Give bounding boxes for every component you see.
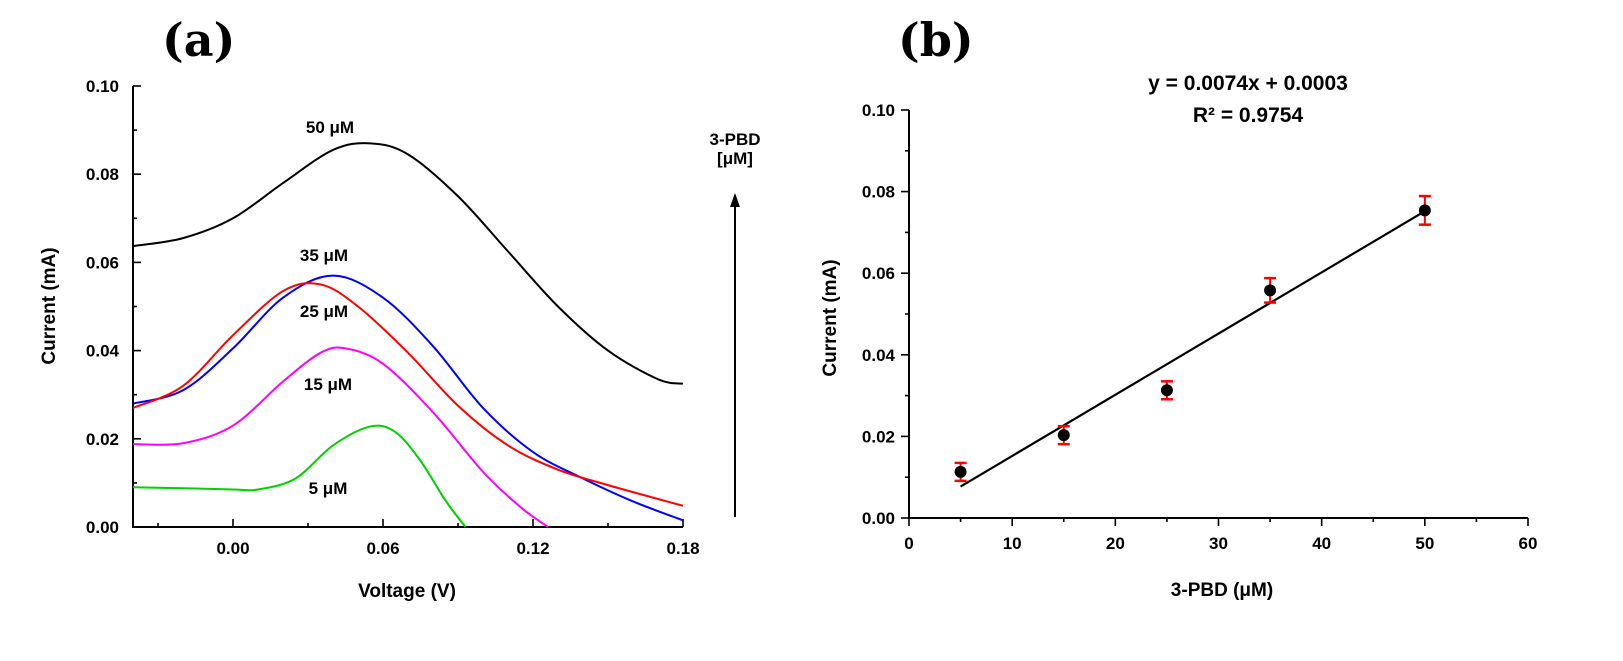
panel-b-x-tick-label: 40 <box>1312 534 1331 553</box>
panel-a-y-tick-label: 0.00 <box>86 518 119 537</box>
panel-b-x-tick-label: 10 <box>1003 534 1022 553</box>
panel-b-y-tick-label: 0.06 <box>862 264 895 283</box>
panel-a-x-axis-title: Voltage (V) <box>358 581 456 602</box>
panel-b-x-tick-label: 60 <box>1519 534 1538 553</box>
arrow-label-line-2: [μM] <box>717 149 753 168</box>
arrow-label-line-1: 3-PBD <box>709 130 760 149</box>
panel-b-y-axis-title: Current (mA) <box>820 259 841 376</box>
series-label-4: 15 μM <box>304 375 352 394</box>
panel-a-y-tick-label: 0.04 <box>86 342 120 361</box>
regression-equation: y = 0.0074x + 0.0003 <box>1148 72 1348 95</box>
series-line-3 <box>132 282 684 507</box>
panel-a-y-axis-title: Current (mA) <box>39 247 60 364</box>
panel-a-series-labels: 50 μM 35 μM 25 μM 15 μM 5 μM <box>300 118 354 498</box>
panel-a-axes <box>132 86 683 528</box>
panel-a-y-tick-label: 0.02 <box>86 430 119 449</box>
panel-b-y-tick-label: 0.00 <box>862 509 895 528</box>
panel-b-y-tick-label: 0.08 <box>862 183 895 202</box>
arrow-head-icon <box>730 193 740 207</box>
concentration-arrow: 3-PBD [μM] <box>709 130 761 517</box>
series-line-4 <box>132 346 549 528</box>
series-line-1 <box>132 142 684 385</box>
series-label-3: 25 μM <box>300 302 348 321</box>
panel-b-fit <box>960 210 1426 488</box>
panel-b-axes <box>908 110 1528 519</box>
series-line-5 <box>132 424 467 528</box>
panel-a-y-tick-label: 0.06 <box>86 253 119 272</box>
panel-b-y-tick-label: 0.04 <box>862 346 896 365</box>
regression-line <box>960 210 1426 488</box>
panel-a-series <box>132 142 684 528</box>
panel-b-y-tick-label: 0.02 <box>862 427 895 446</box>
panel-b-x-tick-label: 30 <box>1209 534 1228 553</box>
panel-b-y-tick-label: 0.10 <box>862 101 895 120</box>
panel-b-x-axis-title: 3-PBD (μM) <box>1171 580 1273 601</box>
panel-b-label: (b) <box>898 13 974 67</box>
data-point <box>1160 384 1173 397</box>
panel-a-x-tick-label: 0.00 <box>216 539 249 558</box>
panel-a-ticks: 0.00 0.02 0.04 0.06 0.08 0.10 0.00 0.06 0.12 0.18 <box>86 77 700 558</box>
panel-a-label: (a) <box>162 13 235 67</box>
panel-a-x-tick-label: 0.18 <box>666 539 699 558</box>
series-label-1: 50 μM <box>306 118 354 137</box>
panel-b: (b) y = 0.0074x + 0.0003 R² = 0.9754 3-P… <box>820 13 1537 601</box>
panel-b-x-tick-label: 0 <box>904 534 913 553</box>
data-point <box>1418 204 1431 217</box>
panel-b-x-tick-label: 20 <box>1106 534 1125 553</box>
panel-a-x-tick-label: 0.06 <box>366 539 399 558</box>
panel-b-x-tick-label: 50 <box>1415 534 1434 553</box>
panel-a: (a) Voltage (V) Current (mA) 0.000.020.0… <box>39 13 761 602</box>
panel-a-x-tick-label: 0.12 <box>516 539 549 558</box>
panel-b-ticks: 0.00 0.02 0.04 0.06 0.08 0.10 0 10 20 30 40 50 60 <box>862 101 1538 553</box>
series-label-2: 35 μM <box>300 246 348 265</box>
panel-a-axis-line <box>132 86 683 528</box>
panel-b-axis-line <box>908 110 1528 519</box>
panel-a-y-tick-label: 0.10 <box>86 77 119 96</box>
r-squared: R² = 0.9754 <box>1193 104 1304 127</box>
panel-b-points <box>954 194 1431 483</box>
series-label-5: 5 μM <box>309 479 348 498</box>
panel-a-y-tick-label: 0.08 <box>86 165 119 184</box>
data-point <box>1264 284 1277 297</box>
data-point <box>954 465 967 478</box>
data-point <box>1057 429 1070 442</box>
